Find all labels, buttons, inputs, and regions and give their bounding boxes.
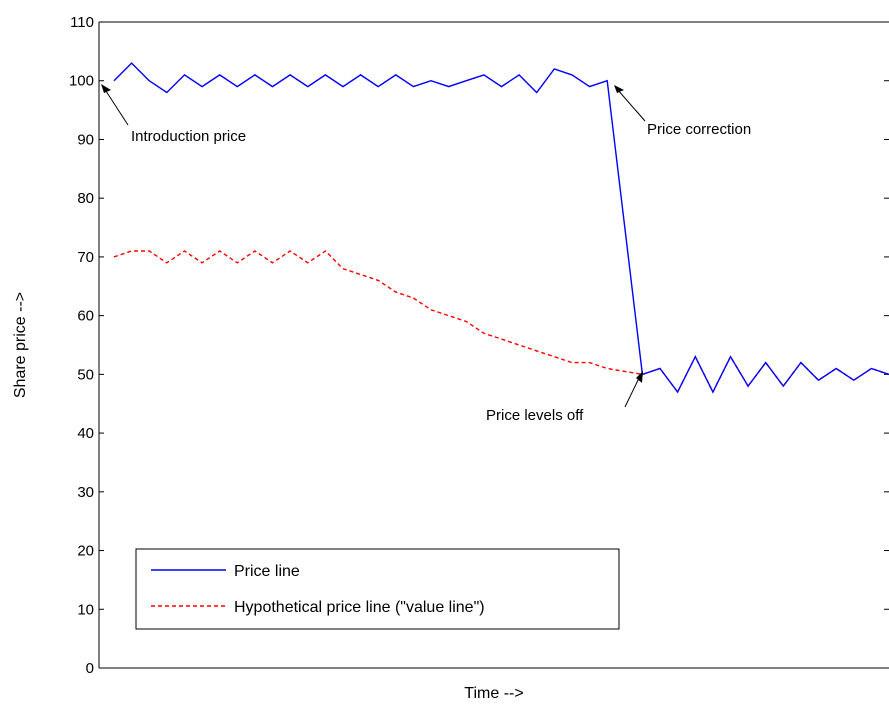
y-tick-label: 60 bbox=[77, 308, 94, 325]
series-line-price bbox=[113, 62, 889, 394]
annotation-label: Price correction bbox=[647, 121, 751, 138]
annotation-arrow bbox=[624, 375, 641, 408]
legend-label-value-line: Hypothetical price line ("value line") bbox=[234, 599, 485, 616]
arrowhead-icon bbox=[636, 371, 643, 383]
y-tick-label: 50 bbox=[77, 366, 94, 383]
y-tick-label: 80 bbox=[77, 190, 94, 207]
y-tick-label: 110 bbox=[70, 14, 94, 31]
y-axis: 0 10 20 30 40 50 60 70 80 90 100 110 bbox=[69, 14, 889, 677]
annotation-arrow bbox=[103, 87, 129, 126]
arrowhead-icon bbox=[614, 85, 624, 93]
y-tick-label: 20 bbox=[77, 543, 94, 560]
y-axis-title: Share price --> bbox=[12, 292, 29, 398]
y-tick-label: 100 bbox=[69, 73, 94, 90]
legend: Price line Hypothetical price line ("val… bbox=[135, 548, 620, 630]
annotation-price-correction: Price correction bbox=[614, 85, 751, 138]
y-tick-label: 0 bbox=[86, 660, 94, 677]
y-tick-label: 90 bbox=[77, 131, 94, 148]
annotation-label: Introduction price bbox=[131, 128, 246, 145]
annotation-price-levels-off: Price levels off bbox=[486, 371, 643, 424]
annotation-label: Price levels off bbox=[486, 407, 584, 424]
x-axis-title: Time --> bbox=[464, 685, 523, 702]
legend-label-price-line: Price line bbox=[234, 563, 300, 580]
y-tick-label: 40 bbox=[77, 425, 94, 442]
y-tick-label: 70 bbox=[77, 249, 94, 266]
legend-box bbox=[135, 548, 620, 630]
y-tick-label: 30 bbox=[77, 484, 94, 501]
y-tick-label: 10 bbox=[77, 601, 94, 618]
annotation-introduction-price: Introduction price bbox=[101, 84, 246, 145]
arrowhead-icon bbox=[101, 84, 111, 93]
annotation-arrow bbox=[616, 88, 646, 122]
series-layer bbox=[113, 62, 889, 394]
